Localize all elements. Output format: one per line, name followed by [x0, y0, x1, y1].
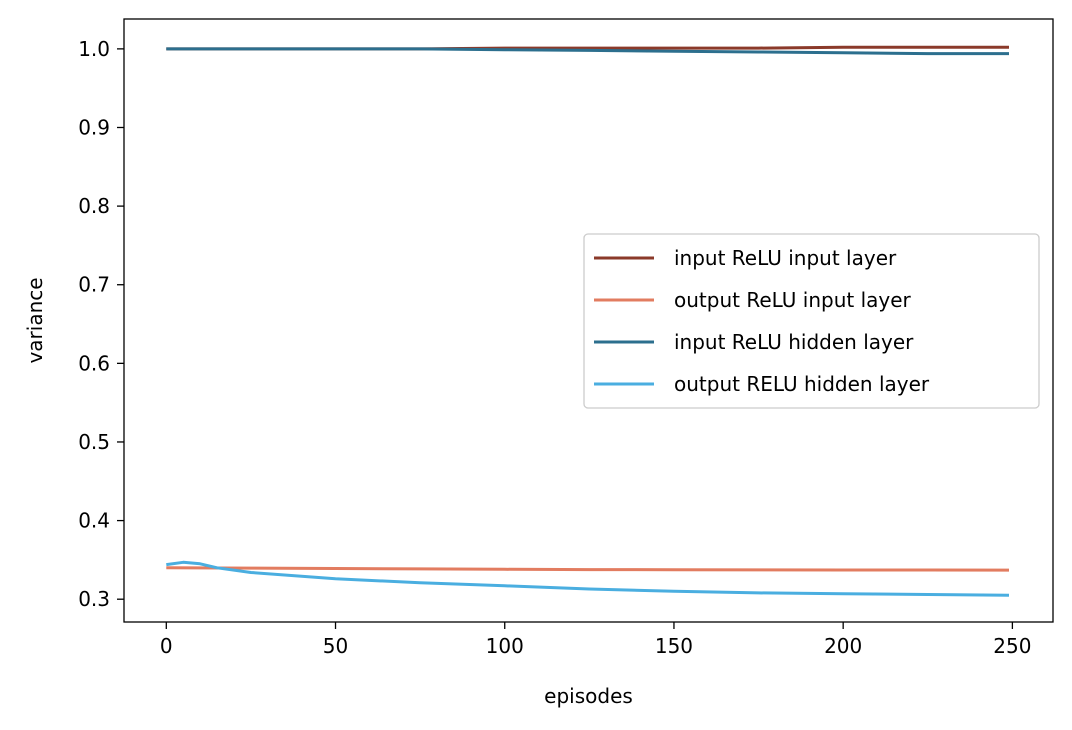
y-tick-label: 0.3 — [78, 587, 110, 611]
y-axis-label: variance — [23, 277, 47, 363]
x-tick-label: 200 — [824, 634, 862, 658]
y-tick-label: 0.6 — [78, 351, 110, 375]
x-tick-label: 50 — [323, 634, 348, 658]
x-tick-label: 100 — [486, 634, 524, 658]
legend-entry: output ReLU input layer — [674, 288, 912, 312]
y-tick-label: 0.4 — [78, 509, 110, 533]
y-tick-label: 0.9 — [78, 115, 110, 139]
series-line-2 — [166, 566, 1010, 572]
legend-entry: output RELU hidden layer — [674, 372, 930, 396]
plot-lines — [166, 45, 1010, 597]
x-axis-label: episodes — [544, 684, 633, 708]
legend-entry: input ReLU input layer — [674, 246, 897, 270]
x-tick-label: 250 — [993, 634, 1031, 658]
x-tick-label: 150 — [655, 634, 693, 658]
series-line-3 — [166, 47, 1009, 56]
x-axis: 0 50 100 150 200 250 — [160, 622, 1031, 658]
plot-frame — [123, 18, 1054, 623]
legend-entry: input ReLU hidden layer — [674, 330, 914, 354]
legend: input ReLU input layer output ReLU input … — [583, 233, 1040, 409]
series-line-4 — [166, 560, 1010, 597]
legend-box — [583, 233, 1040, 409]
y-tick-label: 1.0 — [78, 37, 110, 61]
y-axis: 0.3 0.4 0.5 0.6 0.7 0.8 0.9 1.0 — [78, 37, 124, 611]
y-tick-label: 0.5 — [78, 430, 110, 454]
x-tick-label: 0 — [160, 634, 173, 658]
y-tick-label: 0.7 — [78, 273, 110, 297]
y-tick-label: 0.8 — [78, 194, 110, 218]
